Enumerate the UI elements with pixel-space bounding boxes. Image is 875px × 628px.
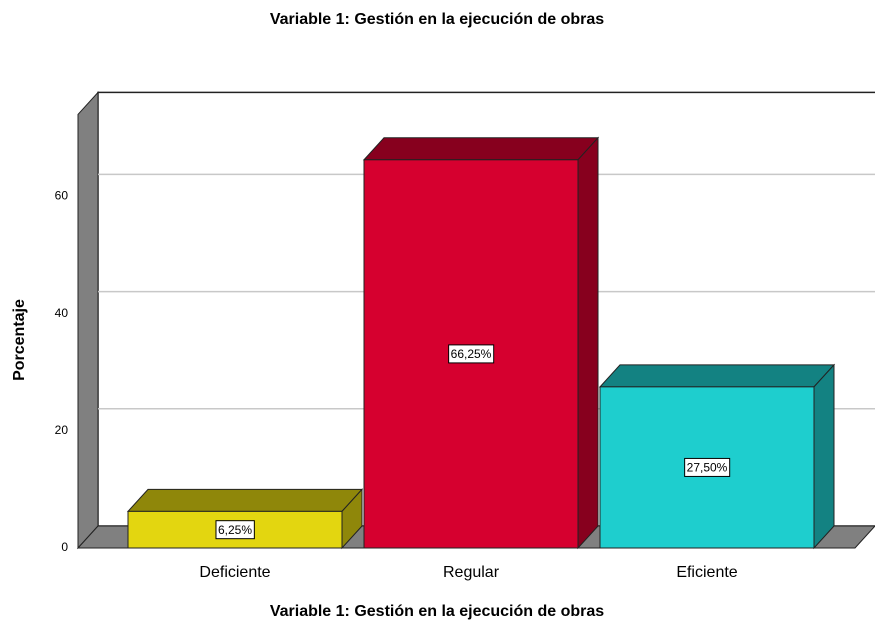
bar-side	[577, 136, 599, 550]
bar	[362, 136, 600, 550]
value-label-box	[215, 520, 255, 540]
bar-top	[362, 137, 600, 161]
bar	[598, 363, 836, 550]
value-label: 27,50%	[687, 461, 728, 475]
value-label-box	[448, 344, 495, 364]
y-tick-label: 20	[55, 423, 69, 437]
value-label: 66,25%	[451, 347, 492, 361]
y-tick-label: 40	[55, 306, 69, 320]
bar	[126, 488, 364, 550]
y-axis-label: Porcentaje	[11, 299, 28, 381]
value-label-box	[684, 457, 731, 477]
chart-title: Variable 1: Gestión en la ejecución de o…	[270, 11, 604, 28]
bar-side	[813, 363, 835, 550]
bar-top	[598, 364, 836, 388]
y-tick-label: 60	[55, 189, 69, 203]
x-tick-label: Regular	[443, 564, 500, 581]
left-wall	[77, 91, 99, 550]
x-axis-label: Variable 1: Gestión en la ejecución de o…	[270, 603, 604, 620]
x-tick-label: Eficiente	[676, 564, 737, 581]
value-label: 6,25%	[218, 523, 252, 537]
x-tick-label: Deficiente	[199, 564, 270, 581]
bar-top	[126, 488, 364, 512]
y-tick-label: 0	[61, 540, 68, 554]
